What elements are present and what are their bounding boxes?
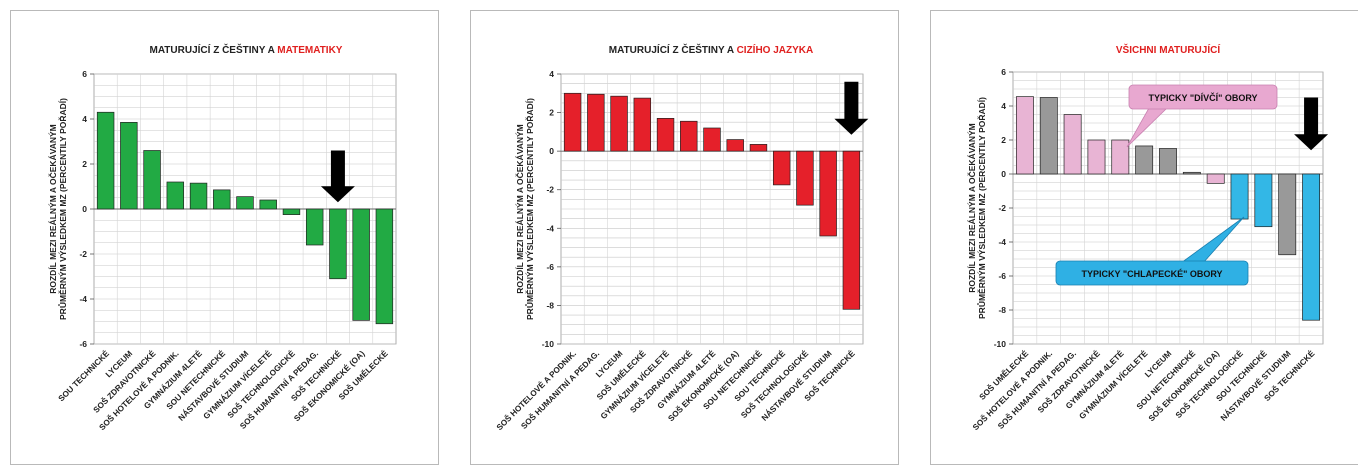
bar [772, 150, 791, 186]
bar [656, 118, 675, 152]
callout-girls: TYPICKY "DÍVČÍ" OBORY [1126, 84, 1278, 148]
bar [213, 189, 231, 210]
bar [587, 93, 605, 152]
y-tick-label: -10 [542, 339, 555, 349]
y-tick-label: 4 [549, 69, 554, 79]
y-tick-label: 6 [82, 69, 87, 79]
y-tick-label: -6 [79, 339, 87, 349]
bar [1159, 148, 1177, 175]
y-tick-label: -8 [546, 300, 554, 310]
bar [1087, 139, 1106, 175]
y-axis-label-line1: ROZDÍL MEZI REÁLNÝM A OČEKÁVANÝM [514, 124, 525, 294]
bar [1302, 173, 1321, 321]
chart-panel-all: -10 -8 -6 -4 -2 0 2 4 6 SOŠ UMĚLECKÉ SOŠ HOTELOVÉ … [930, 10, 1358, 465]
chart-title-highlight: CIZÍHO JAZYKA [737, 43, 814, 56]
y-axis-label-line1: ROZDÍL MEZI REÁLNÝM A OČEKÁVANÝM [966, 123, 977, 293]
y-axis-label: ROZDÍL MEZI REÁLNÝM A OČEKÁVANÝM PRŮMĚRNÝ… [966, 97, 987, 319]
category-label: SOU TECHNICKÉ [56, 348, 111, 403]
y-tick-label: 2 [1001, 135, 1006, 145]
bar [1182, 171, 1201, 175]
highlight-arrow [320, 150, 355, 203]
bar [703, 127, 721, 152]
bar [610, 95, 628, 152]
callout-text: TYPICKY "CHLAPECKÉ" OBORY [1081, 269, 1222, 279]
y-tick-label: 0 [82, 204, 87, 214]
bar [282, 208, 301, 215]
y-axis-label-line1: ROZDÍL MEZI REÁLNÝM A OČEKÁVANÝM [47, 124, 58, 294]
y-tick-label: -6 [546, 262, 554, 272]
chart-title: MATURUJÍCÍ Z ČEŠTINY A CIZÍHO JAZYKA [609, 43, 813, 56]
y-axis-label-line2: PRŮMĚRNÝM VÝSLEDKEM MZ (PERCENTILY POŘAD… [57, 98, 68, 320]
y-axis-label: ROZDÍL MEZI REÁLNÝM A OČEKÁVANÝM PRŮMĚRNÝ… [514, 98, 535, 320]
bar [1254, 173, 1273, 228]
y-tick-label: 4 [1001, 101, 1006, 111]
bar [375, 208, 394, 325]
bar [1015, 96, 1034, 175]
bar [189, 182, 208, 210]
chart-title-highlight: MATEMATIKY [277, 45, 343, 56]
y-tick-label: -4 [998, 237, 1006, 247]
callout-text: TYPICKY "DÍVČÍ" OBORY [1148, 92, 1257, 103]
bar [305, 208, 324, 246]
bar [329, 208, 347, 280]
bar [633, 97, 652, 152]
y-tick-label: 4 [82, 114, 87, 124]
highlight-arrow [1294, 97, 1329, 151]
callout-box [1055, 260, 1249, 286]
y-tick-label: 2 [82, 159, 87, 169]
highlight-arrow [834, 81, 869, 135]
bar [1111, 139, 1130, 175]
chart-panel-math: -6 -4 -2 0 2 4 6 SOU TECHNICKÉ LYCEUM SOŠ ZDRAVOT… [10, 10, 439, 465]
chart-title: VŠICHNI MATURUJÍCÍ [1116, 43, 1220, 56]
y-axis-label-line2: PRŮMĚRNÝM VÝSLEDKEM MZ (PERCENTILY POŘAD… [976, 97, 987, 319]
bar [1039, 97, 1058, 175]
bar [352, 208, 370, 321]
bar [1206, 173, 1225, 184]
bar [259, 199, 277, 210]
bar [680, 120, 698, 152]
chart-title-prefix: MATURUJÍCÍ Z ČEŠTINY A [609, 43, 737, 56]
chart-title-highlight: VŠICHNI MATURUJÍCÍ [1116, 43, 1220, 56]
y-tick-label: 0 [549, 146, 554, 156]
bar [563, 92, 582, 152]
bar [1135, 145, 1154, 175]
chart-title: MATURUJÍCÍ Z ČEŠTINY A MATEMATIKY [150, 43, 343, 56]
bar [1063, 114, 1082, 175]
chart-title-prefix: MATURUJÍCÍ Z ČEŠTINY A [150, 43, 278, 56]
bar [96, 111, 115, 210]
bar [726, 139, 744, 152]
chart-panel-language: -10 -8 -6 -4 -2 0 2 4 SOŠ HOTELOVÉ A PODNIK. SOŠ … [470, 10, 899, 465]
y-tick-label: -6 [998, 271, 1006, 281]
bar [842, 150, 861, 310]
y-tick-label: -10 [994, 339, 1007, 349]
y-tick-label: -2 [998, 203, 1006, 213]
callout-box [1128, 84, 1278, 110]
y-tick-label: 0 [1001, 169, 1006, 179]
bar [166, 181, 185, 210]
bar [796, 150, 814, 206]
callout-boys: TYPICKY "CHLAPECKÉ" OBORY [1055, 216, 1249, 286]
bar [236, 196, 254, 210]
y-axis-label: ROZDÍL MEZI REÁLNÝM A OČEKÁVANÝM PRŮMĚRNÝ… [47, 98, 68, 320]
y-tick-label: 6 [1001, 67, 1006, 77]
bar [1278, 173, 1297, 256]
bar [1230, 173, 1249, 220]
y-tick-label: -4 [546, 223, 554, 233]
bar [143, 150, 161, 210]
y-axis-label-line2: PRŮMĚRNÝM VÝSLEDKEM MZ (PERCENTILY POŘAD… [524, 98, 535, 320]
y-tick-label: 2 [549, 108, 554, 118]
bar [749, 144, 768, 152]
bar [819, 150, 837, 237]
y-tick-label: -2 [546, 185, 554, 195]
y-tick-label: -8 [998, 305, 1006, 315]
y-tick-label: -2 [79, 249, 87, 259]
bar [120, 122, 138, 210]
y-tick-label: -4 [79, 294, 87, 304]
